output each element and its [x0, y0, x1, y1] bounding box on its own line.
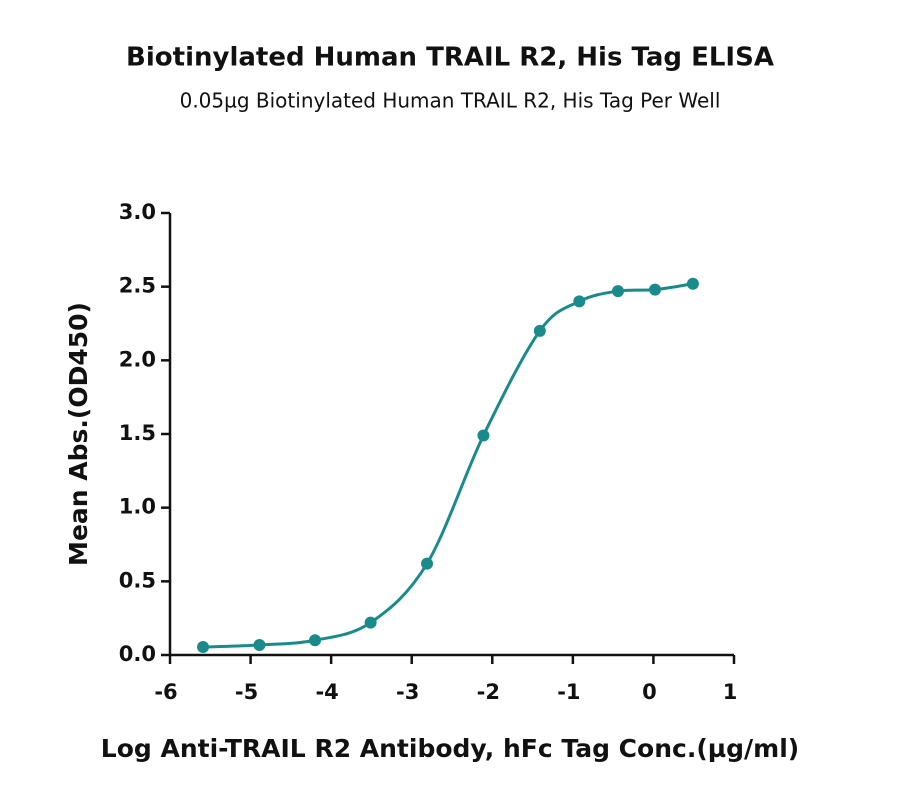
data-point [253, 638, 266, 651]
data-point [573, 295, 586, 308]
x-tick-label: -3 [396, 680, 419, 704]
y-axis-label: Mean Abs.(OD450) [64, 302, 93, 566]
y-tick-label: 2.5 [119, 274, 156, 298]
chart-subtitle: 0.05µg Biotinylated Human TRAIL R2, His … [180, 89, 721, 113]
data-point [686, 277, 699, 290]
y-tick-label: 1.0 [119, 495, 156, 519]
x-axis-label: Log Anti-TRAIL R2 Antibody, hFc Tag Conc… [101, 734, 799, 763]
y-tick-label: 3.0 [119, 200, 156, 224]
x-tick-label: -6 [154, 680, 177, 704]
x-tick-label: -4 [315, 680, 338, 704]
y-tick-label: 0.0 [119, 642, 156, 666]
x-tick-label: 0 [642, 680, 657, 704]
x-tick-label: -1 [557, 680, 580, 704]
y-tick-label: 0.5 [119, 568, 156, 592]
fit-curve [202, 282, 694, 649]
data-point [649, 283, 662, 296]
data-point [364, 616, 377, 629]
data-point [477, 429, 490, 442]
data-point [309, 634, 322, 647]
chart-title: Biotinylated Human TRAIL R2, His Tag ELI… [126, 43, 774, 73]
x-tick-label: -5 [235, 680, 258, 704]
data-point [421, 557, 434, 570]
x-tick-label: 1 [723, 680, 738, 704]
y-tick-label: 2.0 [119, 347, 156, 371]
data-point [533, 324, 546, 337]
y-tick-label: 1.5 [119, 421, 156, 445]
x-tick-label: -2 [477, 680, 500, 704]
data-point [611, 285, 624, 298]
data-point [197, 641, 210, 654]
